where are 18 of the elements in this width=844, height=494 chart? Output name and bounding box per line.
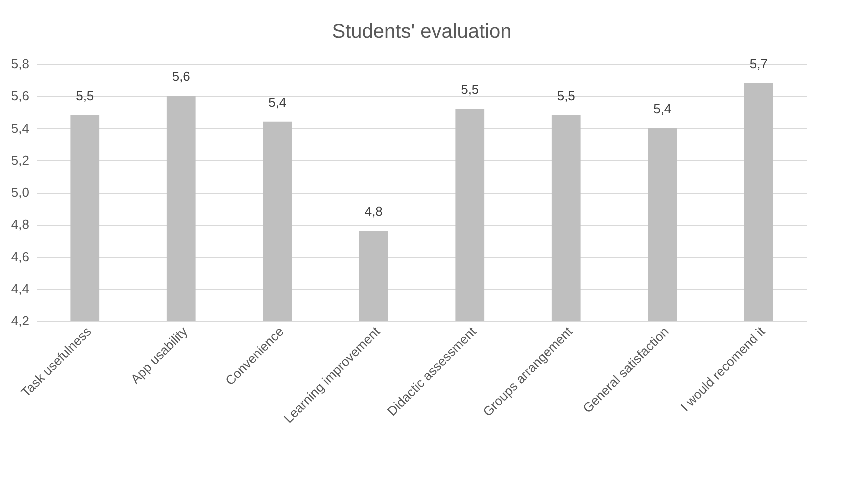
y-tick-label: 4,4 xyxy=(11,281,30,296)
y-tick-label: 5,0 xyxy=(11,185,30,200)
y-tick-label: 5,2 xyxy=(11,152,30,168)
y-tick-label: 5,6 xyxy=(11,88,30,104)
data-label: 4,8 xyxy=(364,204,383,220)
chart-title: Students' evaluation xyxy=(332,21,512,43)
data-label: 5,5 xyxy=(461,82,480,97)
y-tick-label: 4,6 xyxy=(11,249,30,264)
data-label: 5,4 xyxy=(268,94,287,110)
data-label: 5,5 xyxy=(557,88,576,104)
data-label: 5,7 xyxy=(750,56,768,72)
y-tick-label: 5,4 xyxy=(11,120,30,136)
y-tick-label: 4,8 xyxy=(11,217,30,232)
y-tick-label: 4,2 xyxy=(11,314,30,328)
data-label: 5,5 xyxy=(76,88,94,104)
y-tick-label: 5,8 xyxy=(11,56,30,72)
data-label: 5,6 xyxy=(172,69,190,84)
data-label: 5,4 xyxy=(654,101,672,116)
